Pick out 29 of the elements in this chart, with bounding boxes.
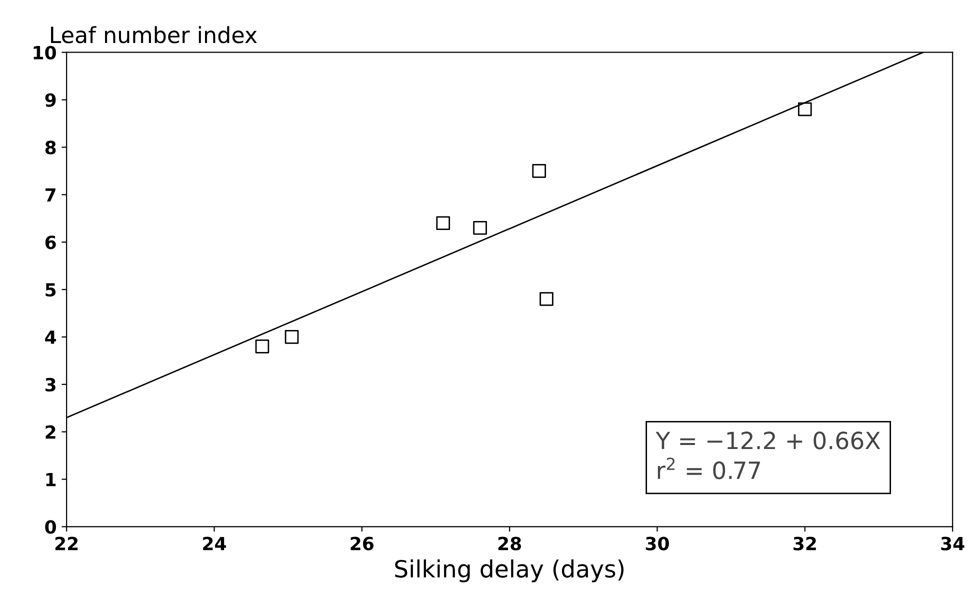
- y-axis-title: Leaf number index: [51, 26, 257, 44]
- x-tick-label: 26: [350, 536, 374, 550]
- annotation: Y = −12.2 + 0.66X: [656, 432, 880, 450]
- y-tick-label: 5: [46, 283, 56, 297]
- y-tick-label: 2: [46, 425, 56, 439]
- y-tick-label: 6: [45, 236, 56, 250]
- x-tick-label: 28: [498, 536, 522, 550]
- point: [284, 330, 299, 344]
- x-tick-label: 24: [203, 536, 226, 550]
- y-tick-label: 9: [45, 93, 56, 107]
- y-tick-label: 0: [45, 520, 56, 534]
- point: [436, 216, 450, 230]
- x-tick-label: 22: [55, 536, 78, 550]
- x-tick-label: 34: [941, 536, 964, 550]
- point: [255, 340, 270, 354]
- point: [473, 220, 487, 235]
- annotation: r$^{2}$ = 0.77: [658, 458, 760, 480]
- x-tick-label: 32: [794, 536, 816, 550]
- y-tick-label: 3: [45, 378, 56, 392]
- point: [798, 102, 812, 116]
- point: [532, 164, 546, 178]
- y-tick-label: 10: [34, 46, 56, 60]
- y-tick-label: 8: [45, 140, 56, 154]
- y-tick-label: 4: [45, 330, 56, 344]
- x-tick-label: 30: [646, 536, 669, 550]
- x-axis-title: Silking delay (days): [395, 559, 624, 582]
- y-tick-label: 1: [46, 472, 56, 486]
- y-tick-label: 7: [45, 188, 56, 202]
- point: [540, 292, 554, 306]
